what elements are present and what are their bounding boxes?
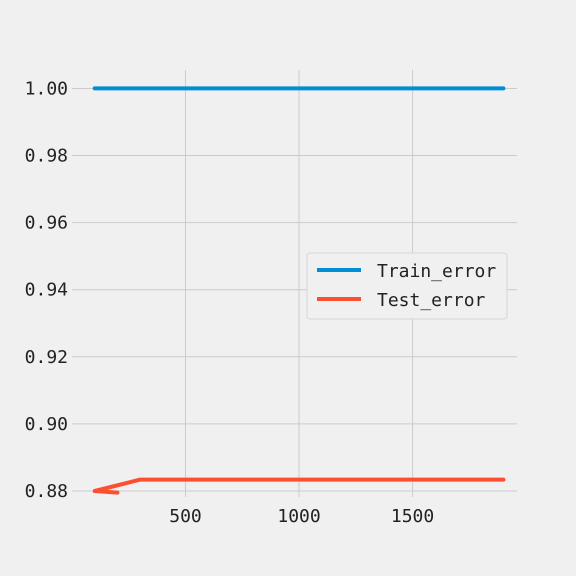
- y-tick-label: 0.94: [25, 280, 68, 301]
- x-tick-label: 500: [169, 506, 202, 527]
- y-tick-label: 0.88: [25, 481, 68, 502]
- legend: Train_error Test_error: [306, 252, 508, 320]
- tick-labels: 0.88 0.90 0.92 0.94 0.96 0.98 1.00 500 1000 1500: [25, 78, 435, 527]
- x-tick-label: 1000: [277, 506, 320, 527]
- y-tick-label: 1.00: [25, 78, 68, 99]
- series-lines: [92, 86, 506, 495]
- legend-label-test-error: Test_error: [377, 290, 486, 311]
- x-tick-label: 1500: [391, 506, 434, 527]
- y-tick-label: 0.92: [25, 347, 68, 368]
- y-tick-label: 0.98: [25, 146, 68, 167]
- legend-label-train-error: Train_error: [377, 261, 496, 282]
- y-tick-label: 0.90: [25, 414, 68, 435]
- y-tick-label: 0.96: [25, 213, 68, 234]
- series-line-test-error: [92, 477, 506, 495]
